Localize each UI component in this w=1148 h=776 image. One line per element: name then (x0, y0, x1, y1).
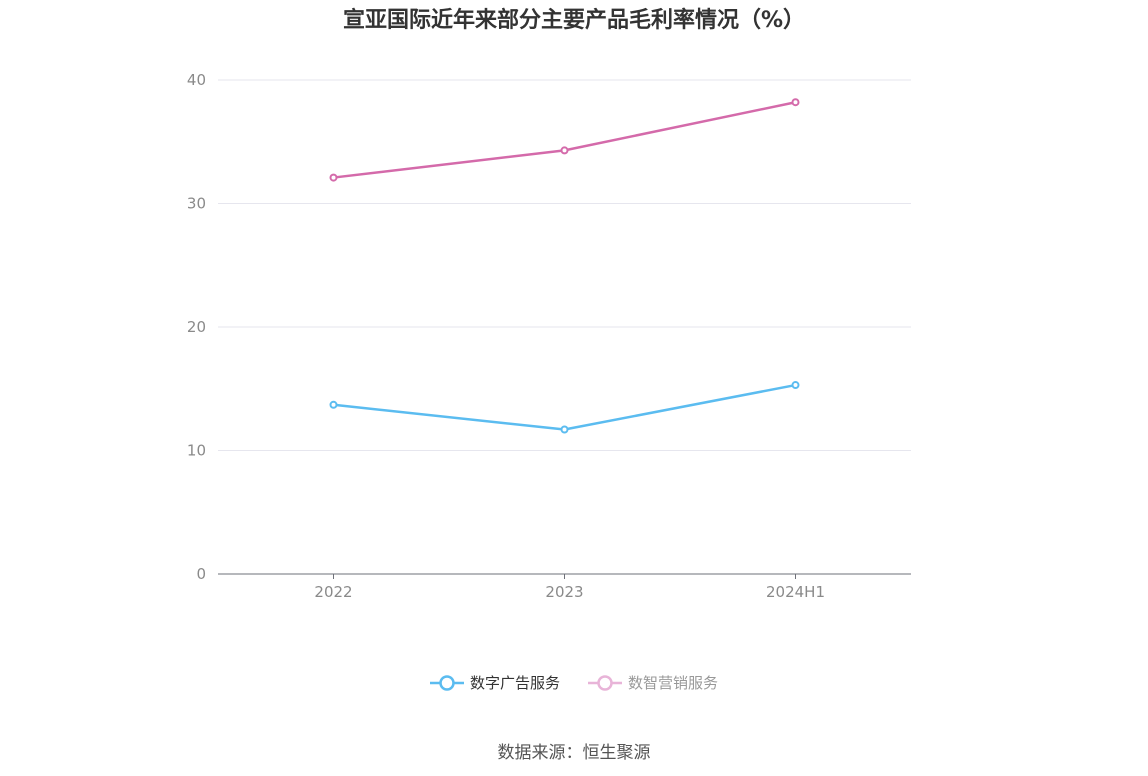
axes: 0 10 20 30 40 2022 2023 2024H1 (187, 71, 911, 601)
y-tick-label: 10 (187, 442, 206, 460)
legend-item-digital-advertising[interactable]: 数字广告服务 (429, 672, 560, 693)
x-tick-label: 2023 (545, 583, 583, 601)
data-point[interactable] (791, 381, 800, 390)
legend-marker-smart-marketing (588, 674, 622, 691)
x-tick-label: 2022 (314, 583, 352, 601)
data-point[interactable] (329, 400, 338, 409)
series-line-1 (333, 101, 796, 179)
y-tick-label: 30 (187, 195, 206, 213)
data-point[interactable] (791, 98, 800, 107)
legend-label-digital-advertising: 数字广告服务 (469, 674, 560, 692)
legend-item-smart-marketing[interactable]: 数智营销服务 (588, 672, 718, 693)
y-tick-label: 40 (187, 71, 206, 89)
series-line-0 (333, 383, 796, 431)
y-tick-label: 20 (187, 318, 206, 336)
y-tick-label: 0 (196, 565, 206, 583)
legend-marker-digital-advertising (429, 674, 464, 691)
grid-lines (218, 79, 911, 451)
data-point[interactable] (560, 146, 569, 155)
x-tick-label: 2024H1 (766, 583, 825, 601)
data-point[interactable] (329, 173, 338, 182)
legend: 数字广告服务 数智营销服务 (0, 672, 1148, 693)
line-chart: 0 10 20 30 40 2022 2023 2024H1 (187, 71, 911, 601)
legend-label-smart-marketing: 数智营销服务 (628, 674, 719, 692)
data-source: 数据来源：恒生聚源 (497, 743, 651, 763)
series-lines (329, 98, 800, 434)
chart-title: 宣亚国际近年来部分主要产品毛利率情况（%） (342, 8, 806, 33)
data-point[interactable] (560, 425, 569, 434)
